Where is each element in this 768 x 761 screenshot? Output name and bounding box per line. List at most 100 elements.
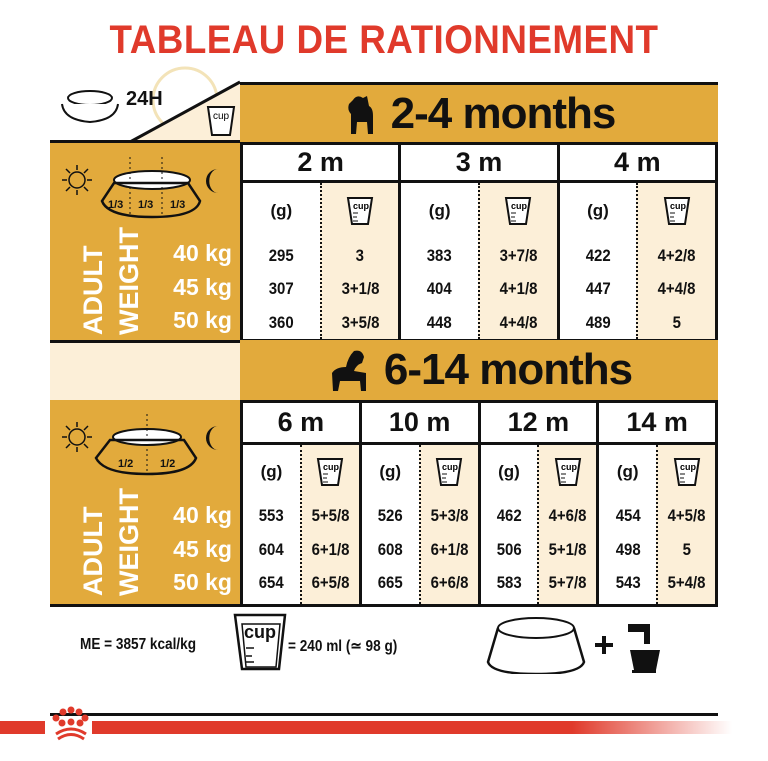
cups-value: 5: [682, 539, 691, 559]
adult-label: ADULT: [78, 245, 108, 335]
cups-value: 4+4/8: [499, 312, 538, 332]
cup-equivalence: = 240 ml (≃ 98 g): [288, 638, 398, 655]
cup-icon: cup: [205, 104, 237, 143]
month-column: 14 m (g) 454 498 543 cup 4+5/8 5 5+4/8: [596, 400, 718, 607]
split-label: 1/2: [118, 458, 134, 470]
svg-text:cup: cup: [680, 462, 697, 472]
weight-50: 50 kg: [173, 569, 232, 595]
cup-label: cup: [244, 622, 277, 642]
section-2-title-word: months: [479, 345, 633, 394]
energy-label: ME = 3857 kcal/kg: [80, 636, 197, 653]
grams-column: (g) 526 608 665: [362, 445, 419, 604]
cups-value: 5+5/8: [311, 506, 350, 525]
cups-column: cup 4+5/8 5 5+4/8: [656, 445, 715, 604]
month-column: 2 m (g) 295 307 360 cup 3 3+1/8 3+5/8: [240, 142, 402, 342]
grams-column: (g) 422 447 489: [560, 183, 637, 340]
grams-column: (g) 454 498 543: [599, 445, 656, 604]
cups-value: 5+3/8: [430, 506, 468, 525]
grams-value: 604: [258, 539, 284, 559]
grams-unit-label: (g): [587, 200, 609, 220]
grams-value: 404: [427, 279, 453, 298]
24h-label: 24H: [126, 88, 163, 110]
cups-value: 3+1/8: [341, 279, 379, 298]
cups-column: cup 5+5/8 6+1/8 6+5/8: [299, 445, 359, 604]
month-header: 12 m: [477, 400, 600, 445]
royal-canin-crown-logo: [52, 706, 89, 741]
cups-column: cup 4+6/8 5+1/8 5+7/8: [537, 445, 597, 604]
grams-value: 360: [268, 312, 294, 332]
page-title: TABLEAU DE RATIONNEMENT: [109, 18, 659, 62]
brand-band: [92, 721, 732, 734]
bowl-plus-water-icon: [486, 617, 660, 674]
grams-value: 553: [258, 506, 284, 525]
cup-icon: cup: [503, 183, 533, 239]
grams-unit-label: (g): [379, 462, 402, 481]
month-body: (g) 462 506 583 cup 4+6/8 5+1/8 5+7/8: [477, 445, 600, 607]
cups-column: cup 3 3+1/8 3+5/8: [319, 182, 399, 339]
grams-value: 295: [268, 245, 294, 265]
adult-dog-icon: [331, 350, 366, 391]
month-column: 12 m (g) 462 506 583 cup 4+6/8 5+1/8 5+7/8: [477, 400, 600, 607]
cups-value: 6+5/8: [311, 573, 350, 592]
weight-40: 40 kg: [173, 502, 232, 528]
split-label: 1/3: [108, 199, 124, 211]
month-body: (g) 383 404 448 cup 3+7/8 4+1/8 4+4/8: [398, 182, 560, 342]
grams-value: 489: [585, 312, 611, 332]
month-header: 14 m: [596, 400, 718, 445]
month-header: 6 m: [240, 400, 362, 445]
cups-value: 6+6/8: [430, 573, 468, 592]
svg-text:cup: cup: [511, 201, 528, 211]
cups-value: 5: [672, 312, 681, 332]
grams-column: (g) 383 404 448: [401, 183, 478, 340]
grams-value: 454: [615, 506, 641, 525]
grams-unit-label: (g): [428, 200, 451, 220]
grams-unit-label: (g): [260, 462, 283, 481]
weight-50: 50 kg: [173, 307, 232, 333]
cups-value: 4+2/8: [657, 245, 696, 265]
split-label: 1/3: [138, 199, 154, 211]
month-header: 10 m: [358, 400, 481, 445]
grams-value: 654: [258, 573, 284, 592]
grams-value: 526: [377, 506, 403, 525]
grams-value: 498: [615, 539, 641, 559]
cups-value: 6+1/8: [311, 539, 350, 559]
month-column: 3 m (g) 383 404 448 cup 3+7/8 4+1/8 4+4/8: [398, 142, 560, 342]
month-body: (g) 422 447 489 cup 4+2/8 4+4/8 5: [556, 182, 718, 342]
feeding-split-icon: [62, 414, 218, 476]
split-label: 1/3: [170, 199, 186, 211]
cup-icon: cup: [672, 445, 702, 499]
split-label: 1/2: [160, 458, 176, 470]
cup-icon: cup: [553, 445, 583, 499]
weight-45: 45 kg: [173, 273, 232, 300]
cups-value: 4+6/8: [548, 506, 587, 525]
grams-unit-label: (g): [498, 462, 520, 481]
footer-divider: [50, 713, 718, 716]
cup-icon: cup: [662, 183, 692, 239]
month-header: 4 m: [556, 142, 718, 183]
month-body: (g) 553 604 654 cup 5+5/8 6+1/8 6+5/8: [240, 445, 362, 607]
cup-icon: cup: [232, 612, 288, 677]
svg-text:cup: cup: [670, 201, 687, 211]
grams-value: 665: [377, 573, 403, 592]
svg-text:cup: cup: [323, 462, 340, 472]
month-body: (g) 295 307 360 cup 3 3+1/8 3+5/8: [240, 182, 402, 342]
grams-value: 447: [585, 279, 611, 298]
section-1-title-word: months: [462, 88, 616, 138]
grams-value: 583: [496, 573, 522, 592]
section-1-title-num: 2-4: [390, 88, 453, 138]
cups-value: 3+5/8: [341, 312, 379, 332]
weight-45: 45 kg: [173, 535, 232, 562]
weight-label: WEIGHT: [114, 227, 144, 335]
grams-value: 307: [268, 279, 294, 298]
month-header: 3 m: [398, 142, 560, 183]
section-6-14-months-header: 6-14 months: [240, 340, 718, 400]
month-column: 6 m (g) 553 604 654 cup 5+5/8 6+1/8 6+5/8: [240, 400, 362, 607]
grams-column: (g) 462 506 583: [481, 445, 538, 604]
grams-column: (g) 553 604 654: [243, 445, 300, 604]
cup-icon: cup: [315, 445, 345, 499]
section-2-title-num: 6-14: [383, 345, 469, 394]
grams-value: 462: [496, 506, 522, 525]
grams-value: 383: [427, 245, 453, 265]
grams-unit-label: (g): [616, 462, 639, 481]
month-column: 10 m (g) 526 608 665 cup 5+3/8 6+1/8 6+6/8: [358, 400, 481, 607]
